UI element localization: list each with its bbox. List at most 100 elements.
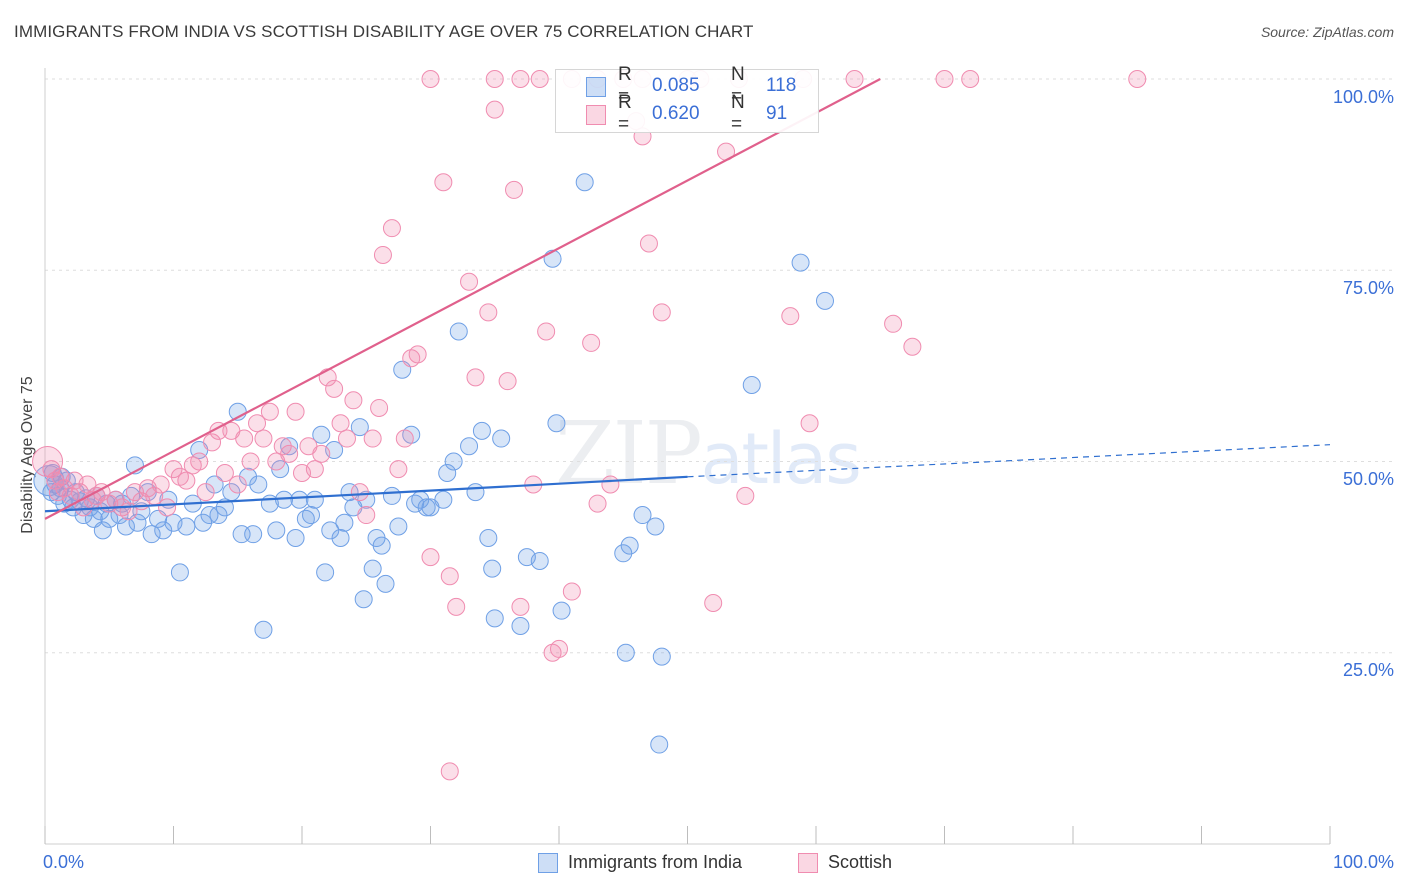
source-label: Source: ZipAtlas.com [1260,24,1394,40]
scottish-point [485,70,504,88]
india-point [552,601,571,620]
scottish-point [158,498,177,517]
india-trend-extension [687,444,1331,478]
legend-n-label: N = [731,92,745,135]
scottish-point [652,303,671,322]
india-point [511,616,530,635]
india-point [363,559,382,578]
scottish-point [254,429,273,448]
india-point [382,486,401,505]
bottom-legend-label-india: Immigrants from India [568,852,743,872]
scottish-point [704,594,723,613]
india-point [372,536,391,555]
bottom-legend-swatch-india [538,852,558,873]
scottish-point [389,460,408,479]
scottish-point [55,479,74,498]
scottish-point [781,307,800,326]
india-point [547,414,566,433]
scottish-point [248,414,267,433]
scottish-point [190,452,209,471]
india-point [646,517,665,536]
india-point [472,421,491,440]
india-point [479,529,498,547]
legend-r-value: 0.620 [652,103,700,124]
india-point [620,536,639,555]
scottish-point [736,486,755,505]
india-point [93,521,112,540]
scottish-point [903,337,922,356]
scottish-point [177,471,196,490]
scottish-point [312,444,331,463]
india-point [116,517,135,536]
scottish-point [1128,70,1147,88]
scottish-point [935,70,954,88]
watermark: ZIPatlas [555,404,862,504]
scottish-point [215,463,234,482]
india-point [616,643,635,662]
scottish-point [373,245,392,264]
india-point [305,490,324,509]
scottish-point [325,379,344,398]
india-point [280,437,299,456]
scottish-point [485,100,504,119]
scottish-point [42,460,61,479]
scottish-point [511,70,530,88]
india-point [357,490,376,509]
legend-n-label: N = [731,64,745,107]
scottish-point [434,173,453,192]
india-point [444,452,463,471]
india-point [170,563,189,582]
scottish-point [601,475,620,494]
y-tick-label-75: 75.0% [1342,278,1394,298]
legend-r-value: 0.085 [652,75,700,96]
india-point [286,529,305,547]
scottish-point [196,483,215,502]
india-point [100,509,119,528]
scottish-point [845,70,864,88]
india-point [376,574,395,593]
india-point [154,521,173,540]
scottish-point [537,322,556,341]
india-point [244,525,263,544]
legend-r-label: R = [618,92,632,135]
scottish-point [447,597,466,616]
scottish-point [260,402,279,421]
scottish-point [241,452,260,471]
scottish-point [228,475,247,494]
legend-swatch-scottish [586,105,606,125]
india-point [267,521,286,540]
watermark-atlas: atlas [700,418,862,500]
legend-swatch-india [586,77,606,97]
scottish-point [505,180,524,199]
y-tick-label-50: 50.0% [1342,469,1394,489]
india-point [417,498,436,517]
scottish-point [421,70,440,88]
scottish-point [203,433,222,452]
india-point [575,173,594,192]
india-point [335,513,354,532]
india-point [791,253,810,272]
y-tick-label-25: 25.0% [1342,660,1394,680]
bottom-legend-india[interactable]: Immigrants from India [538,852,742,873]
scottish-point [562,582,581,601]
bottom-legend-scottish[interactable]: Scottish [798,852,892,873]
india-point [340,483,359,502]
india-point [350,418,369,437]
india-point [215,498,234,517]
scottish-point [363,429,382,448]
scottish-point [800,414,819,433]
legend-n-value: 91 [766,103,788,124]
scottish-point [961,70,980,88]
india-point [142,525,161,544]
india-point [438,463,457,482]
scottish-point [286,402,305,421]
india-point [815,291,834,310]
bottom-legend-label-scottish: Scottish [828,852,893,872]
scottish-point [466,368,485,387]
scottish-point [440,567,459,586]
india-point [614,544,633,563]
scottish-point [639,234,658,253]
scottish-point [479,303,498,322]
india-point [650,735,669,754]
